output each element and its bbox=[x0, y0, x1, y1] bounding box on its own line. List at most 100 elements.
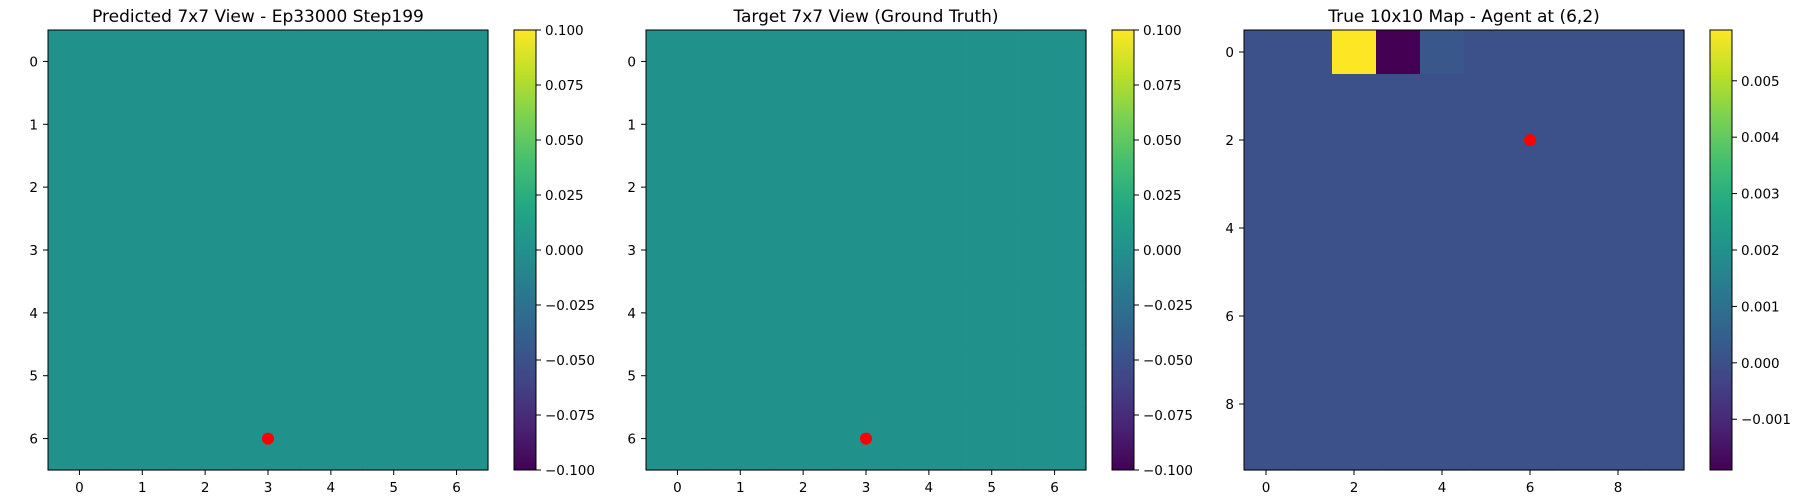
heatmap-cell bbox=[425, 218, 489, 283]
agent-marker bbox=[860, 432, 872, 445]
y-tick-label: 1 bbox=[627, 117, 636, 133]
heatmap-cell bbox=[1420, 30, 1465, 75]
heatmap-cell bbox=[960, 281, 1024, 345]
heatmap-cell bbox=[960, 407, 1024, 471]
heatmap-cell bbox=[1552, 426, 1597, 471]
x-tick-label: 0 bbox=[75, 480, 84, 496]
heatmap-cell bbox=[425, 407, 489, 471]
y-tick-label: 5 bbox=[29, 369, 38, 385]
chart-title: Target 7x7 View (Ground Truth) bbox=[732, 7, 998, 27]
colorbar-tick-label: −0.050 bbox=[1143, 353, 1193, 369]
heatmap-cell bbox=[110, 92, 175, 157]
heatmap-cell bbox=[1244, 426, 1289, 471]
heatmap-cell bbox=[1244, 74, 1289, 119]
heatmap-cell bbox=[299, 344, 363, 408]
x-axis-ticks: 0 1 2 3 4 5 6 bbox=[75, 470, 461, 496]
heatmap-panel-true-map: True 10x10 Map - Agent at (6,2) 0 2 4 6 8 0 2… bbox=[1225, 7, 1791, 496]
heatmap-cell bbox=[236, 218, 301, 283]
heatmap-cell bbox=[1508, 162, 1553, 207]
heatmap-cell bbox=[299, 155, 363, 220]
heatmap-cells bbox=[48, 30, 489, 471]
heatmap-cell bbox=[1552, 162, 1597, 207]
colorbar-tick-label: 0.004 bbox=[1741, 130, 1780, 146]
heatmap-cell bbox=[1376, 426, 1421, 471]
heatmap-cell bbox=[897, 218, 961, 283]
heatmap-cell bbox=[173, 344, 238, 408]
x-tick-label: 2 bbox=[1350, 480, 1359, 496]
x-tick-label: 5 bbox=[987, 480, 996, 496]
agent-marker bbox=[1524, 134, 1536, 146]
heatmap-cell bbox=[1420, 118, 1465, 163]
heatmap-cell bbox=[1023, 30, 1087, 94]
heatmap-cell bbox=[1420, 250, 1465, 295]
heatmap-cell bbox=[1464, 30, 1509, 75]
heatmap-cell bbox=[1376, 30, 1421, 75]
heatmap-cell bbox=[646, 218, 710, 283]
heatmap-cell bbox=[1464, 338, 1509, 383]
y-tick-label: 3 bbox=[29, 243, 38, 259]
x-tick-label: 1 bbox=[736, 480, 745, 496]
colorbar-tick-label: 0.000 bbox=[545, 243, 584, 259]
heatmap-cell bbox=[1640, 206, 1685, 251]
y-tick-label: 6 bbox=[29, 432, 38, 448]
heatmap-cell bbox=[1596, 250, 1641, 295]
y-tick-label: 2 bbox=[1225, 133, 1234, 149]
heatmap-cell bbox=[1420, 382, 1465, 427]
heatmap-cell bbox=[1508, 338, 1553, 383]
heatmap-cell bbox=[1420, 338, 1465, 383]
heatmap-cell bbox=[1288, 74, 1333, 119]
x-tick-label: 4 bbox=[327, 480, 336, 496]
heatmap-cell bbox=[173, 281, 238, 345]
heatmap-cell bbox=[362, 30, 426, 94]
colorbar-tick-label: −0.025 bbox=[545, 298, 595, 314]
colorbar-tick-label: 0.100 bbox=[545, 23, 584, 39]
heatmap-cell bbox=[1596, 338, 1641, 383]
heatmap-cell bbox=[1552, 382, 1597, 427]
heatmap-cell bbox=[236, 281, 301, 345]
heatmap-cell bbox=[1023, 344, 1087, 408]
x-tick-label: 1 bbox=[138, 480, 147, 496]
heatmap-cell bbox=[1464, 382, 1509, 427]
y-tick-label: 4 bbox=[627, 306, 636, 322]
heatmap-cell bbox=[1023, 155, 1087, 220]
heatmap-cell bbox=[236, 344, 301, 408]
heatmap-cell bbox=[1023, 281, 1087, 345]
heatmap-cell bbox=[1552, 30, 1597, 75]
heatmap-cell bbox=[1552, 206, 1597, 251]
heatmap-cell bbox=[1640, 162, 1685, 207]
colorbar-ticks: 0.100 0.075 0.050 0.025 0.000 −0.025 −0.050 −0.… bbox=[536, 23, 595, 479]
heatmap-cell bbox=[236, 155, 301, 220]
heatmap-cell bbox=[299, 407, 363, 471]
y-tick-label: 2 bbox=[29, 180, 38, 196]
heatmap-cell bbox=[1596, 118, 1641, 163]
heatmap-cell bbox=[110, 30, 175, 94]
heatmap-cell bbox=[1508, 294, 1553, 339]
heatmap-cell bbox=[425, 344, 489, 408]
heatmap-cell bbox=[834, 281, 899, 345]
heatmap-cell bbox=[1244, 338, 1289, 383]
colorbar-tick-label: −0.001 bbox=[1741, 412, 1791, 428]
heatmap-cell bbox=[708, 92, 773, 157]
heatmap-cell bbox=[1420, 162, 1465, 207]
heatmap-cell bbox=[1596, 382, 1641, 427]
x-tick-label: 8 bbox=[1614, 480, 1623, 496]
colorbar-tick-label: 0.000 bbox=[1741, 356, 1780, 372]
x-tick-label: 0 bbox=[1262, 480, 1271, 496]
heatmap-cell bbox=[299, 281, 363, 345]
heatmap-cell bbox=[1288, 30, 1333, 75]
heatmap-cell bbox=[1596, 74, 1641, 119]
heatmap-cell bbox=[1376, 294, 1421, 339]
colorbar-tick-label: 0.050 bbox=[545, 133, 584, 149]
x-tick-label: 3 bbox=[264, 480, 273, 496]
x-tick-label: 3 bbox=[862, 480, 871, 496]
heatmap-cell bbox=[1023, 218, 1087, 283]
heatmap-cell bbox=[48, 407, 112, 471]
colorbar-tick-label: 0.001 bbox=[1741, 299, 1780, 315]
heatmap-cell bbox=[834, 92, 899, 157]
heatmap-cell bbox=[1376, 338, 1421, 383]
colorbar-tick-label: 0.100 bbox=[1143, 23, 1182, 39]
heatmap-cell bbox=[1244, 30, 1289, 75]
heatmap-cell bbox=[771, 407, 836, 471]
heatmap-cell bbox=[299, 30, 363, 94]
chart-title: True 10x10 Map - Agent at (6,2) bbox=[1327, 7, 1600, 27]
